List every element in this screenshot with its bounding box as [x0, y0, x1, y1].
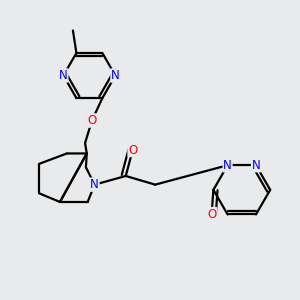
Text: O: O [207, 208, 216, 220]
Text: N: N [90, 178, 99, 191]
Text: O: O [87, 114, 97, 127]
Text: N: N [111, 69, 120, 82]
Text: N: N [223, 159, 232, 172]
Text: N: N [252, 159, 260, 172]
Text: N: N [59, 69, 68, 82]
Text: O: O [128, 143, 137, 157]
